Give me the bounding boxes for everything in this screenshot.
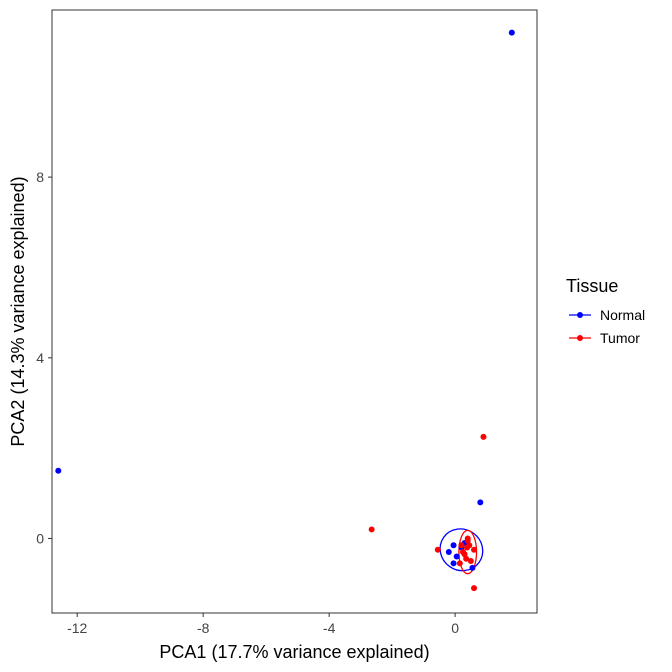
point-normal — [445, 549, 452, 556]
point-tumor — [471, 585, 478, 592]
point-normal — [477, 499, 484, 506]
y-tick-label: 0 — [36, 530, 44, 546]
x-tick-label: -8 — [197, 620, 210, 636]
legend-key-point-tumor — [577, 335, 583, 341]
point-tumor — [480, 433, 487, 440]
point-normal — [450, 560, 457, 567]
point-normal — [453, 553, 460, 560]
point-tumor — [461, 551, 468, 558]
y-tick-label: 8 — [36, 169, 44, 185]
point-tumor — [471, 546, 478, 553]
point-normal — [469, 564, 476, 571]
plot-panel-border — [51, 9, 538, 614]
legend: Tissue Normal Tumor — [566, 276, 645, 346]
y-tick-label: 4 — [36, 350, 44, 366]
point-tumor — [458, 542, 465, 549]
point-tumor — [434, 546, 441, 553]
confidence-ellipse-tumor — [458, 529, 478, 575]
point-normal — [508, 29, 515, 36]
legend-label-normal: Normal — [600, 307, 645, 323]
legend-label-tumor: Tumor — [600, 330, 640, 346]
point-tumor — [466, 542, 473, 549]
x-tick-label: 0 — [451, 620, 459, 636]
point-tumor — [456, 560, 463, 567]
legend-key-point-normal — [577, 312, 583, 318]
point-tumor — [464, 537, 471, 544]
point-tumor — [467, 558, 474, 565]
x-axis-title: PCA1 (17.7% variance explained) — [159, 642, 429, 662]
y-axis-title: PCA2 (14.3% variance explained) — [8, 176, 28, 446]
legend-title: Tissue — [566, 276, 618, 296]
x-tick-label: -12 — [67, 620, 87, 636]
point-tumor — [463, 555, 470, 562]
point-tumor — [368, 526, 375, 533]
point-normal — [450, 542, 457, 549]
point-normal — [55, 467, 62, 474]
axes: -12 -8 -4 0 0 4 8 PCA1 (17.7% variance explaine… — [8, 9, 538, 662]
plot-area — [55, 29, 515, 592]
confidence-ellipse-normal — [439, 528, 484, 572]
x-tick-label: -4 — [323, 620, 336, 636]
